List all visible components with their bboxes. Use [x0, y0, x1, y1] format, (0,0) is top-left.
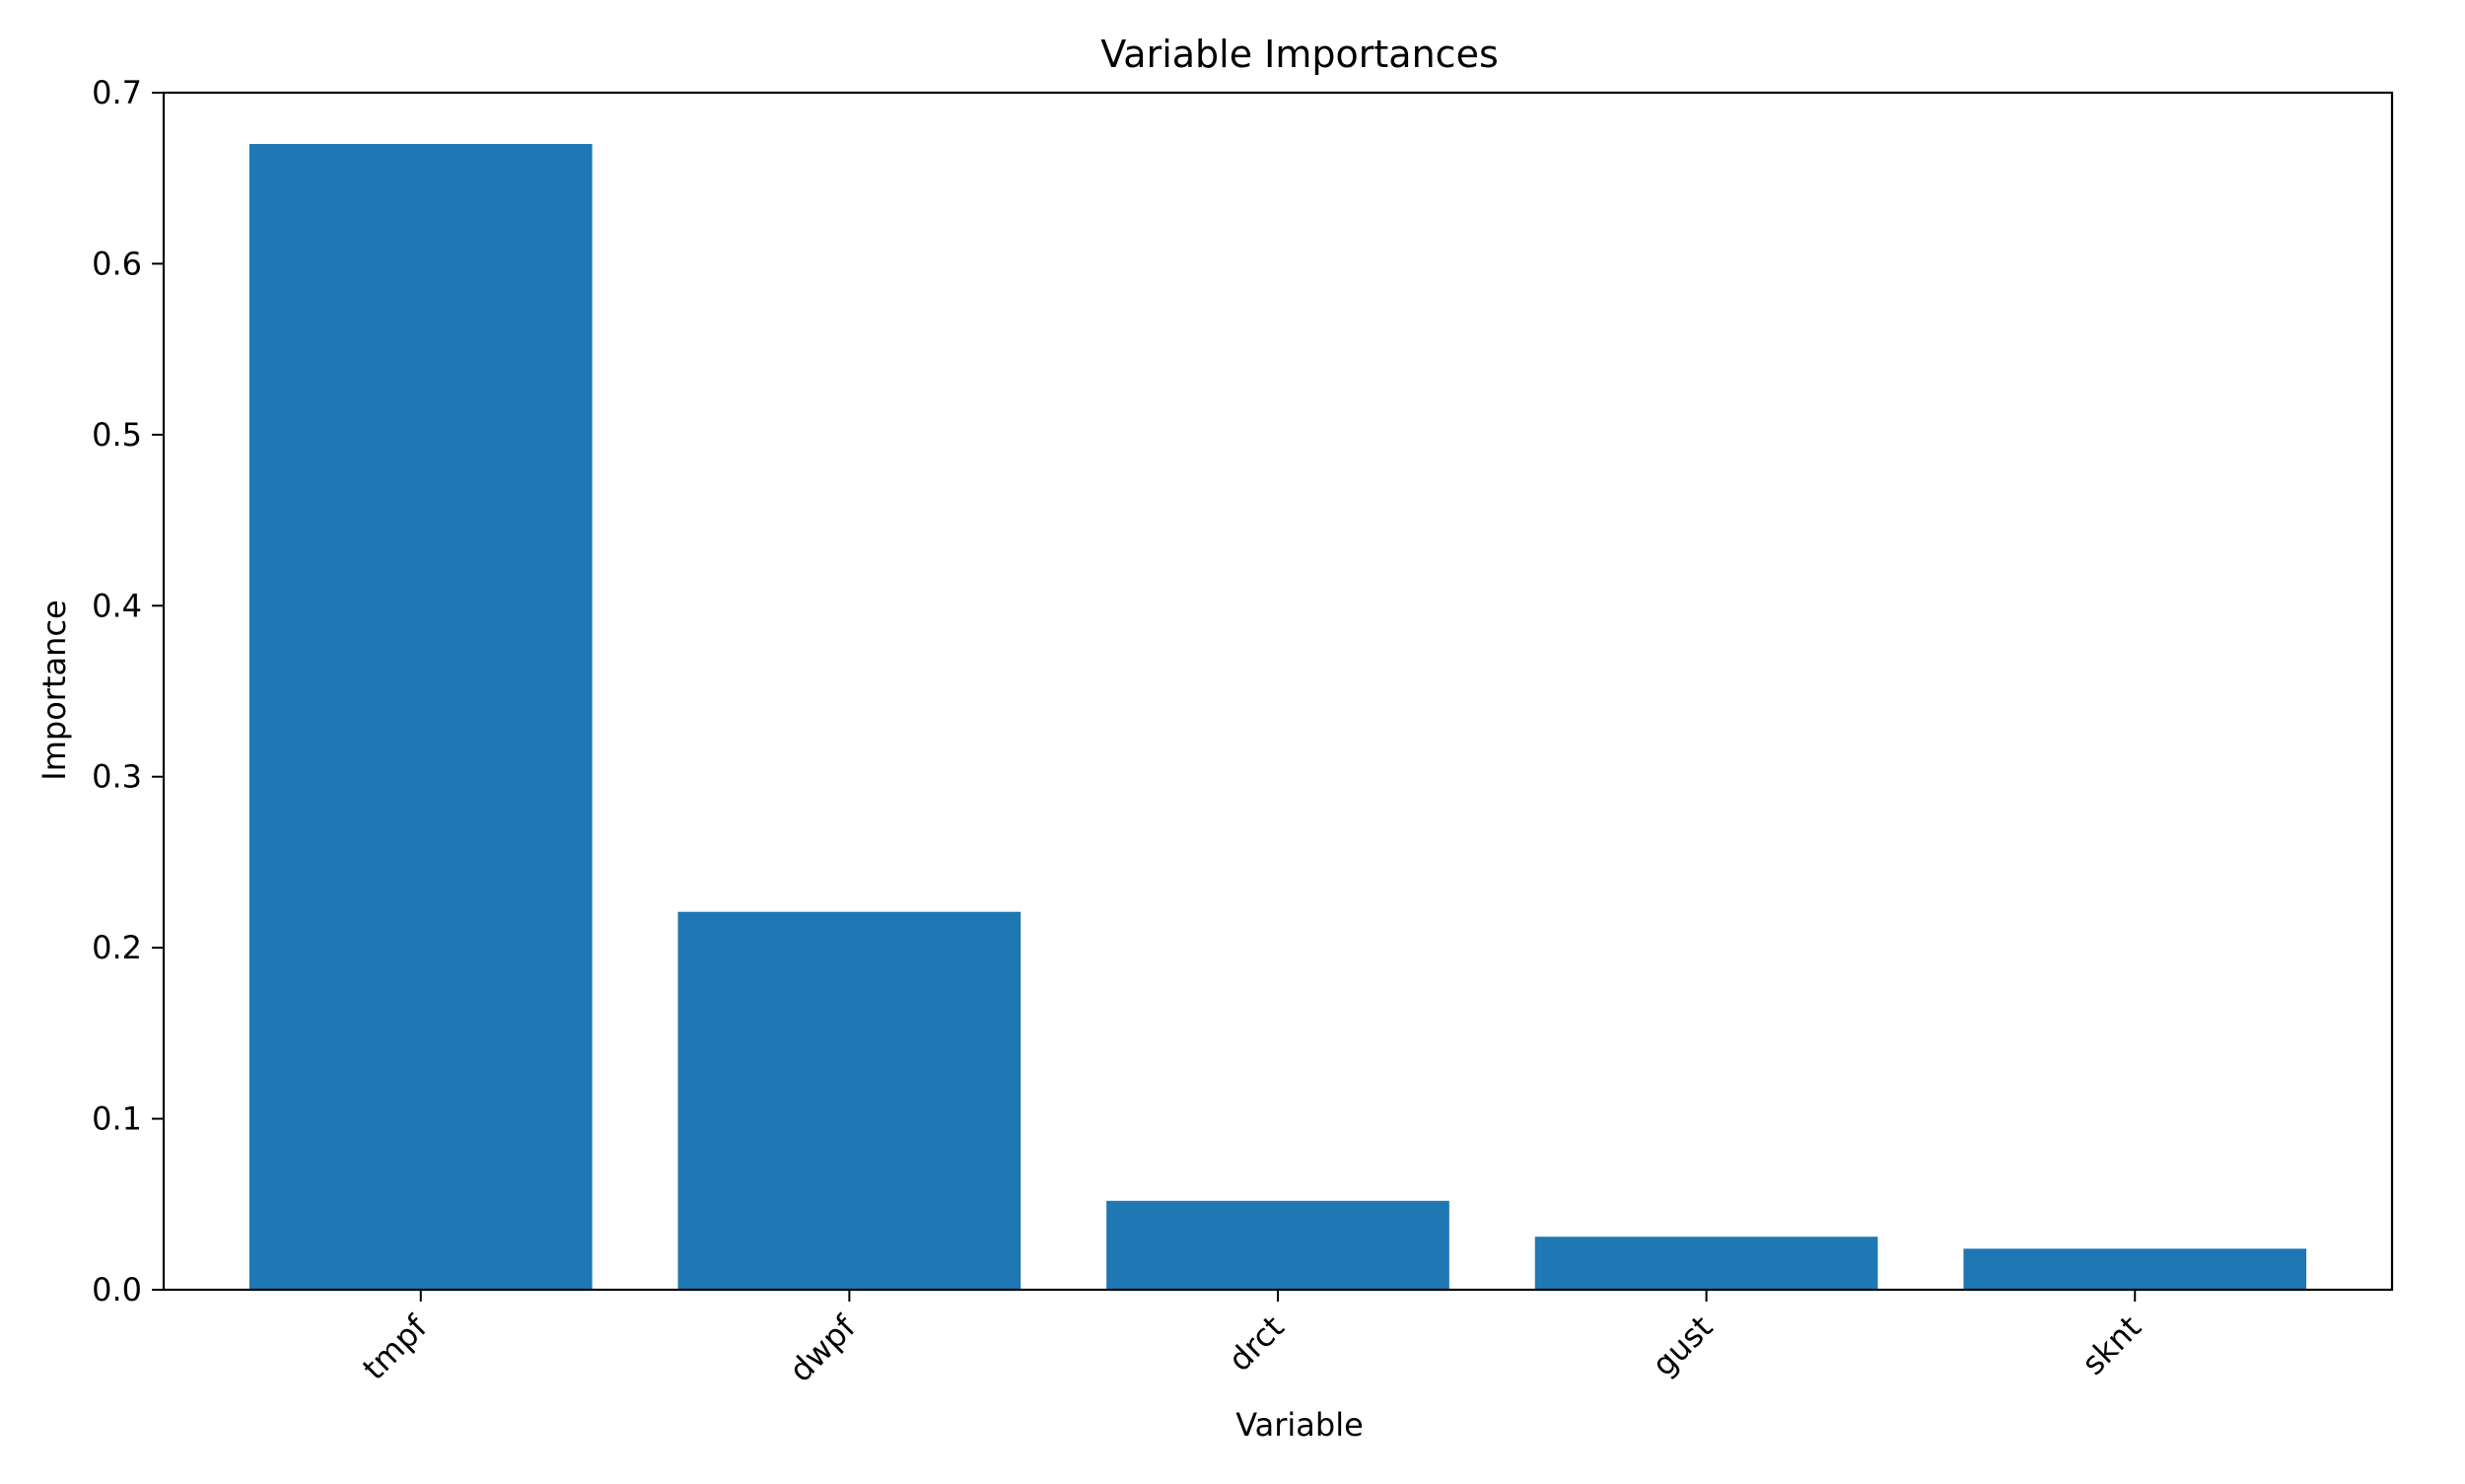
x-axis-label: Variable: [1235, 1406, 1364, 1444]
bar-gust: [1534, 1237, 1878, 1290]
x-tick-label-gust: gust: [1645, 1308, 1720, 1383]
bars-layer: [248, 144, 2307, 1290]
plot-area-frame: [162, 91, 2394, 1292]
y-tick-label: 0.0: [92, 1271, 142, 1308]
y-axis-label: Importance: [35, 600, 73, 780]
x-axis: tmpf dwpf drct gust sknt: [355, 1290, 2148, 1389]
bar-tmpf: [248, 144, 593, 1290]
y-tick-label: 0.3: [92, 758, 142, 796]
y-tick-label: 0.7: [92, 74, 142, 111]
y-tick-label: 0.4: [92, 587, 142, 624]
y-tick-label: 0.2: [92, 929, 142, 966]
bar-sknt: [1963, 1248, 2307, 1290]
y-tick-label: 0.1: [92, 1100, 142, 1138]
bar-dwpf: [677, 911, 1021, 1290]
y-tick-label: 0.6: [92, 245, 142, 282]
bar-drct: [1106, 1200, 1449, 1290]
y-axis: 0.0 0.1 0.2 0.3 0.4 0.5 0.6 0.7: [92, 74, 164, 1308]
x-tick-label-drct: drct: [1221, 1308, 1291, 1378]
x-tick-label-tmpf: tmpf: [355, 1307, 435, 1387]
x-tick-label-dwpf: dwpf: [782, 1307, 864, 1389]
x-tick-label-sknt: sknt: [2075, 1308, 2148, 1382]
y-tick-label: 0.5: [92, 416, 142, 454]
chart-title: Variable Importances: [1100, 33, 1499, 76]
